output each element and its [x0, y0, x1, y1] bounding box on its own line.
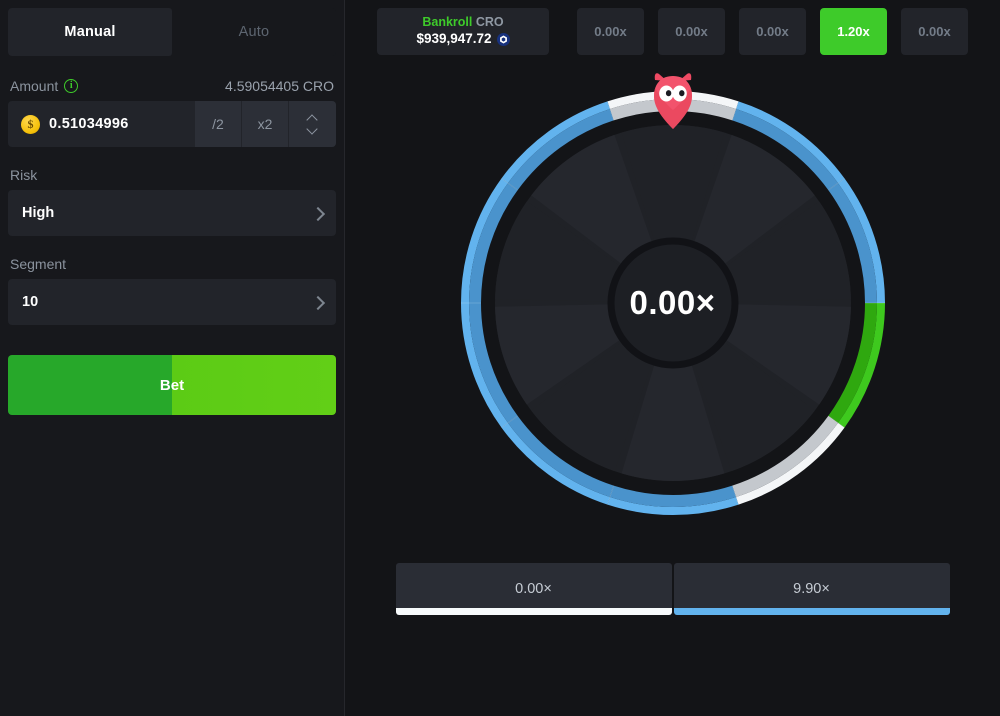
wheel-ring-segment: [731, 108, 838, 191]
wheel-segment-divider: [500, 415, 518, 429]
game-area: Bankroll CRO $939,947.72 0.00x 0.00x 0.00x…: [345, 0, 1000, 716]
wheel-ring-segment: [500, 422, 610, 505]
history-chip[interactable]: 0.00x: [658, 8, 725, 55]
wheel-segment-divider: [606, 485, 614, 505]
wheel-ring-segment: [468, 303, 518, 423]
wheel-ring-segment: [500, 101, 610, 184]
wheel-segment-divider: [731, 101, 739, 121]
segment-value: 10: [22, 294, 39, 310]
wheel-spoke: [621, 124, 724, 303]
wheel-ring-segment: [460, 178, 508, 303]
amount-input-group: $ 0.51034996 /2 x2: [8, 101, 336, 147]
wheel-segment-divider: [500, 177, 518, 191]
wheel-ring-segment: [731, 415, 838, 498]
bankroll-currency: CRO: [475, 15, 504, 30]
amount-input[interactable]: $ 0.51034996: [8, 101, 194, 147]
chevron-right-icon: [313, 298, 322, 307]
risk-select[interactable]: High: [8, 190, 336, 236]
devil-pointer-icon: [650, 71, 696, 133]
wheel-ring-segment: [837, 178, 885, 303]
bet-control-sidebar: Manual Auto Amount i 4.59054405 CRO $ 0.…: [0, 0, 345, 716]
wheel-ring-segment: [735, 422, 845, 505]
wheel-ring-segment: [827, 183, 877, 303]
chevron-right-icon: [313, 209, 322, 218]
dollar-coin-icon: $: [21, 114, 40, 134]
payout-box[interactable]: 9.90×: [673, 563, 950, 615]
double-amount-button[interactable]: x2: [241, 101, 288, 147]
amount-row-label: Amount i 4.59054405 CRO: [8, 78, 336, 101]
history-chip[interactable]: 1.20x: [820, 8, 887, 55]
payout-underline: [673, 608, 950, 615]
amount-stepper[interactable]: [288, 101, 336, 147]
wheel-ring-segment: [827, 303, 877, 423]
wheel-ring-segment: [606, 497, 739, 515]
wheel-ring-segment: [606, 90, 739, 109]
bet-button[interactable]: Bet: [8, 355, 336, 415]
top-bar: Bankroll CRO $939,947.72 0.00x 0.00x 0.00x…: [377, 8, 968, 55]
wheel-segment-divider: [731, 485, 739, 505]
info-icon[interactable]: i: [64, 79, 79, 93]
wheel-ring-segment: [507, 108, 614, 191]
payout-label: 9.90×: [793, 581, 830, 597]
wheel-ring-segment: [609, 485, 736, 508]
tab-manual[interactable]: Manual: [8, 8, 172, 56]
payout-underline: [395, 608, 672, 615]
wheel[interactable]: 0.00×: [453, 73, 893, 523]
wheel-ring-segment: [507, 415, 614, 498]
tab-auto[interactable]: Auto: [238, 24, 270, 40]
chevron-down-icon[interactable]: [307, 126, 318, 133]
cro-coin-icon: [496, 32, 510, 46]
payout-label: 0.00×: [515, 581, 552, 597]
halve-amount-button[interactable]: /2: [194, 101, 241, 147]
bankroll-balance: $939,947.72: [416, 30, 492, 46]
wheel-segment-divider: [606, 101, 614, 121]
wheel-ring-segment: [735, 101, 845, 184]
amount-converted-value: 4.59054405 CRO: [225, 78, 334, 94]
wheel-ring-segment: [468, 183, 518, 303]
segment-label: Segment: [10, 256, 67, 272]
wheel-graphic: [460, 90, 885, 515]
history-chip[interactable]: 0.00x: [901, 8, 968, 55]
mode-tabs: Manual Auto: [8, 8, 336, 56]
segment-select[interactable]: 10: [8, 279, 336, 325]
wheel-ring-segment: [837, 303, 885, 428]
wheel-hub: [607, 237, 738, 369]
wheel-segment-divider: [827, 177, 845, 191]
amount-label: Amount: [10, 78, 59, 94]
wheel-ring-segment: [460, 303, 508, 428]
history-chip[interactable]: 0.00x: [739, 8, 806, 55]
payout-box[interactable]: 0.00×: [395, 563, 672, 615]
risk-label: Risk: [10, 167, 38, 183]
bankroll-title: Bankroll: [422, 15, 473, 30]
payout-bars: 0.00× 9.90×: [395, 563, 950, 615]
wheel-segment-divider: [827, 415, 845, 429]
history-chip[interactable]: 0.00x: [577, 8, 644, 55]
bankroll-panel[interactable]: Bankroll CRO $939,947.72: [377, 8, 549, 55]
amount-value: 0.51034996: [49, 116, 129, 132]
risk-value: High: [22, 205, 55, 221]
chevron-up-icon[interactable]: [307, 115, 318, 122]
wheel-spoke: [621, 303, 724, 481]
bet-history-chips: 0.00x 0.00x 0.00x 1.20x 0.00x: [577, 8, 968, 55]
